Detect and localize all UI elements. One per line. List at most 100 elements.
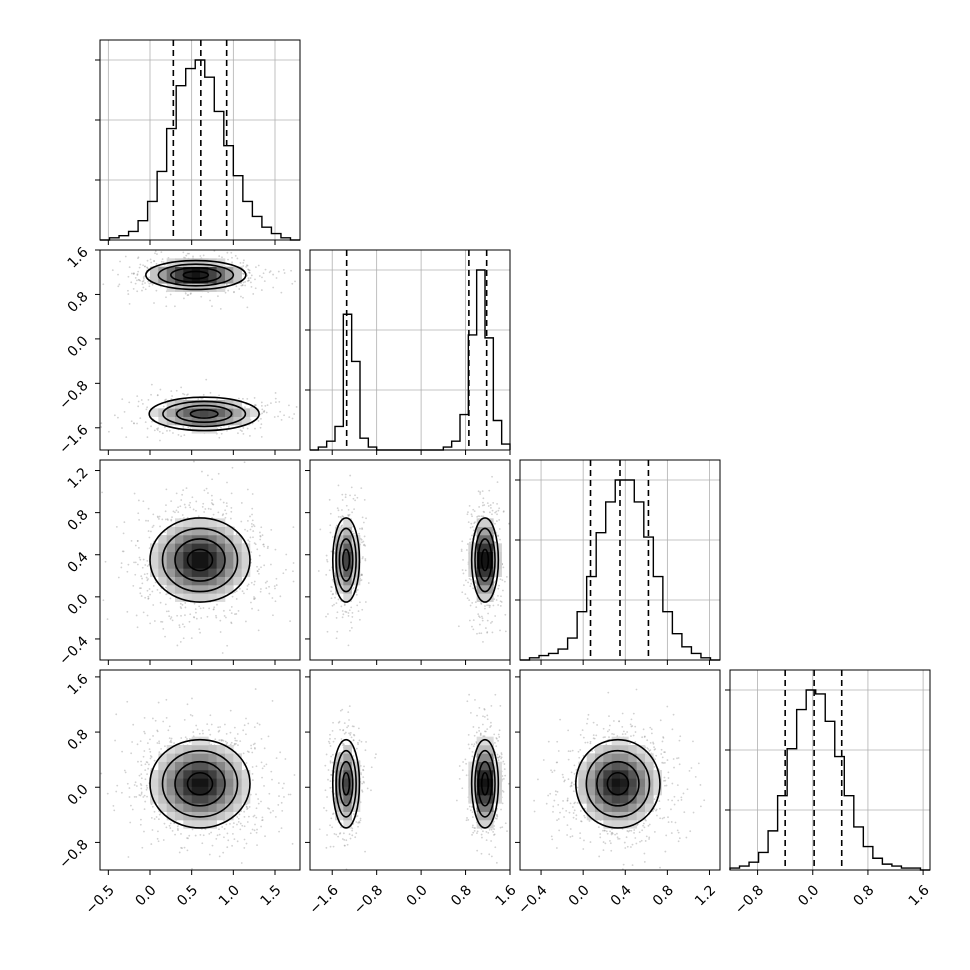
scatter-point bbox=[357, 825, 359, 828]
scatter-point bbox=[261, 776, 263, 779]
density-cell bbox=[485, 568, 494, 577]
scatter-point bbox=[365, 517, 367, 520]
scatter-point bbox=[156, 428, 158, 430]
scatter-point bbox=[271, 700, 274, 702]
scatter-point bbox=[121, 750, 123, 753]
scatter-point bbox=[102, 283, 105, 286]
density-cell bbox=[200, 820, 209, 829]
scatter-point bbox=[207, 492, 209, 494]
scatter-point bbox=[357, 821, 360, 824]
scatter-point bbox=[361, 528, 364, 531]
scatter-point bbox=[188, 252, 190, 255]
scatter-point bbox=[278, 795, 280, 797]
scatter-point bbox=[136, 274, 139, 276]
scatter-point bbox=[157, 840, 160, 843]
scatter-point bbox=[194, 608, 197, 610]
density-cell bbox=[216, 753, 226, 762]
scatter-point bbox=[494, 541, 497, 544]
scatter-point bbox=[106, 618, 109, 621]
scatter-point bbox=[132, 288, 135, 290]
scatter-point bbox=[156, 742, 159, 744]
joint-panel-3-1 bbox=[305, 669, 511, 875]
scatter-point bbox=[514, 547, 516, 549]
scatter-point bbox=[476, 714, 478, 717]
scatter-point bbox=[476, 830, 479, 833]
scatter-point bbox=[142, 264, 145, 267]
density-cell bbox=[166, 408, 176, 417]
scatter-point bbox=[209, 299, 211, 302]
scatter-point bbox=[482, 640, 484, 643]
scatter-point bbox=[291, 417, 294, 420]
scatter-point bbox=[375, 753, 377, 756]
scatter-point bbox=[248, 279, 250, 282]
density-cell bbox=[150, 786, 159, 796]
scatter-point bbox=[503, 768, 506, 771]
scatter-point bbox=[341, 524, 344, 527]
scatter-point bbox=[349, 629, 351, 632]
scatter-point bbox=[242, 729, 245, 732]
scatter-point bbox=[166, 518, 169, 520]
scatter-point bbox=[190, 637, 193, 640]
scatter-point bbox=[152, 513, 155, 516]
scatter-point bbox=[257, 572, 260, 575]
scatter-point bbox=[246, 488, 249, 491]
histogram-panel-2 bbox=[515, 459, 721, 665]
scatter-point bbox=[280, 827, 283, 830]
scatter-point bbox=[496, 481, 499, 484]
scatter-point bbox=[211, 499, 214, 502]
scatter-point bbox=[501, 802, 504, 805]
density-cell bbox=[208, 568, 217, 577]
scatter-point bbox=[355, 747, 358, 750]
scatter-point bbox=[258, 568, 260, 571]
scatter-point bbox=[244, 528, 246, 531]
scatter-point bbox=[100, 422, 103, 425]
density-cell bbox=[335, 543, 344, 552]
scatter-point bbox=[330, 773, 333, 776]
scatter-point bbox=[362, 521, 365, 524]
scatter-point bbox=[255, 816, 258, 819]
density-cell bbox=[191, 761, 201, 771]
scatter-point bbox=[234, 737, 236, 740]
scatter-point bbox=[237, 817, 240, 820]
scatter-point bbox=[344, 496, 347, 499]
density-cell bbox=[191, 416, 201, 426]
scatter-point bbox=[498, 755, 501, 758]
scatter-point bbox=[493, 733, 496, 736]
scatter-point bbox=[139, 740, 142, 742]
scatter-point bbox=[249, 536, 252, 539]
density-cell bbox=[216, 266, 226, 276]
scatter-point bbox=[231, 261, 233, 264]
scatter-point bbox=[466, 808, 469, 810]
scatter-point bbox=[370, 789, 372, 792]
scatter-point bbox=[264, 581, 267, 584]
scatter-point bbox=[317, 403, 319, 405]
scatter-point bbox=[267, 735, 270, 738]
scatter-point bbox=[248, 815, 250, 818]
scatter-point bbox=[259, 426, 262, 429]
density-cell bbox=[335, 811, 344, 821]
density-cell bbox=[183, 745, 192, 754]
scatter-point bbox=[180, 614, 182, 617]
scatter-point bbox=[223, 819, 225, 822]
scatter-point bbox=[198, 732, 201, 735]
scatter-point bbox=[325, 809, 328, 812]
scatter-point bbox=[164, 510, 167, 513]
scatter-point bbox=[139, 592, 142, 595]
scatter-point bbox=[274, 401, 277, 404]
scatter-point bbox=[202, 607, 205, 609]
scatter-point bbox=[150, 843, 153, 845]
scatter-point bbox=[487, 612, 490, 615]
scatter-point bbox=[193, 460, 195, 463]
contour-line bbox=[149, 517, 251, 603]
scatter-point bbox=[145, 519, 147, 522]
scatter-point bbox=[340, 738, 343, 740]
density-cell bbox=[158, 770, 167, 779]
density-cell bbox=[216, 560, 226, 569]
scatter-point bbox=[337, 515, 340, 518]
scatter-point bbox=[218, 436, 221, 439]
scatter-point bbox=[183, 393, 186, 396]
scatter-point bbox=[497, 509, 500, 512]
scatter-point bbox=[352, 733, 355, 736]
scatter-point bbox=[482, 510, 485, 513]
scatter-point bbox=[344, 610, 347, 613]
